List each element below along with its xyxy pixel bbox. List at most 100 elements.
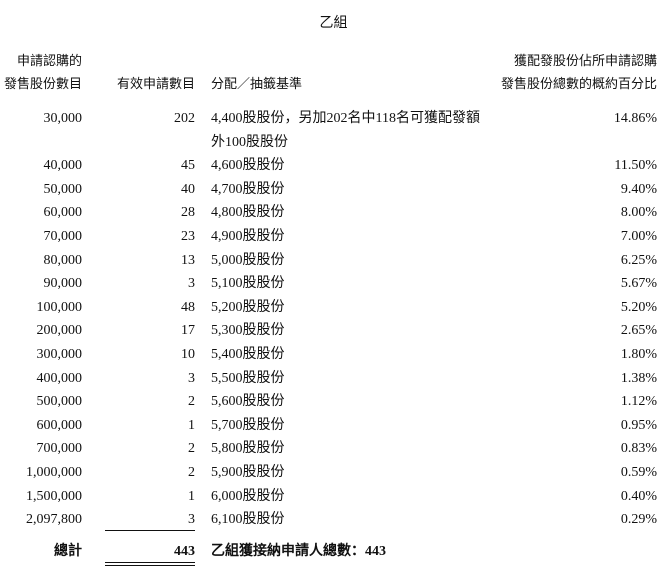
spacer [195,461,211,485]
applications-cell: 3 [82,508,195,532]
spacer [195,249,211,273]
spacer [195,296,211,320]
shares-cell: 500,000 [36,394,83,410]
header-cell: 有效申請數目 [116,77,195,92]
applications-cell: 28 [181,205,195,221]
shares-cell: 90,000 [43,276,83,292]
percent-cell: 8.00% [620,205,657,221]
applications-cell: 3 [188,276,195,292]
applications-cell: 2 [188,394,195,410]
basis-cell: 6,000股股份 [211,488,285,504]
basis-cell: 5,500股股份 [211,370,285,386]
shares-cell: 1,500,000 [26,488,82,504]
percent-cell: 0.29% [620,512,657,528]
header-cell: 分配／抽籤基準 [211,77,303,92]
basis-cell: 5,300股股份 [211,323,285,339]
percent-cell: 0.95% [620,417,657,433]
applications-cell: 2 [188,441,195,457]
header-cell: 獲配發股份佔所申請認購 發售股份總數的概約百分比 [481,50,667,96]
percent-cell: 6.25% [620,252,657,268]
header-line: 獲配發股份佔所申請認購 [513,54,657,69]
percent-cell: 1.80% [620,346,657,362]
applications-cell: 13 [181,252,195,268]
applications-value: 3 [105,509,195,532]
basis-cell: 5,400股股份 [211,346,285,362]
percent-cell: 0.40% [620,488,657,504]
basis-cell: 5,600股股份 [211,394,285,410]
percent-cell: 5.67% [620,276,657,292]
basis-cell: 4,800股股份 [211,205,285,221]
applications-cell: 45 [181,158,195,174]
spacer [195,343,211,367]
total-row: 總計 443 乙組獲接納申請人總數：443 [0,540,667,566]
basis-cell: 4,900股股份 [211,228,285,244]
table-body: 30,000 202 4,400股股份，另加202名中118名可獲配發額外100股股… [0,107,667,532]
shares-cell: 700,000 [36,441,83,457]
total-value: 443 [105,541,195,566]
applications-cell: 10 [181,346,195,362]
title: 乙組 [319,15,348,31]
total-label: 總計 [54,544,82,559]
spacer [195,107,211,154]
header-line: 申請認購的 [16,54,82,69]
basis-cell: 5,200股股份 [211,299,285,315]
total-text: 乙組獲接納申請人總數：443 [211,544,386,559]
spacer [195,508,211,532]
table-header: 申請認購的 發售股份數目 有效申請數目 分配／抽籤基準 獲配發股份佔所申請認購 … [0,50,667,96]
spacer [195,225,211,249]
shares-cell: 40,000 [43,158,83,174]
basis-cell: 4,600股股份 [211,158,285,174]
spacer [195,319,211,343]
percent-cell: 1.12% [620,394,657,410]
header-line: 發售股份總數的概約百分比 [500,77,657,92]
basis-cell: 5,100股股份 [211,276,285,292]
basis-cell: 5,700股股份 [211,417,285,433]
percent-cell: 1.38% [620,370,657,386]
percent-cell: 5.20% [620,299,657,315]
shares-cell: 60,000 [43,205,83,221]
applications-cell: 23 [181,228,195,244]
header-cell: 申請認購的 發售股份數目 [0,50,82,96]
shares-cell: 80,000 [43,252,83,268]
percent-cell: 0.83% [620,441,657,457]
percent-cell: 11.50% [614,158,657,174]
applications-cell: 1 [188,488,195,504]
percent-cell: 7.00% [620,228,657,244]
spacer [195,485,211,509]
percent-cell: 2.65% [620,323,657,339]
shares-cell: 200,000 [36,323,83,339]
applications-cell: 202 [174,111,195,126]
spacer [195,390,211,414]
shares-cell: 300,000 [36,346,83,362]
header-line: 發售股份數目 [3,77,82,92]
applications-cell: 2 [188,464,195,480]
spacer [195,414,211,438]
spacer [195,154,211,178]
spacer [195,367,211,391]
basis-cell: 4,400股股份，另加202名中118名可獲配發額外100股股份 [211,111,480,150]
shares-cell: 2,097,800 [26,512,82,528]
basis-cell: 4,700股股份 [211,181,285,197]
applications-cell: 17 [181,323,195,339]
shares-cell: 100,000 [36,299,83,315]
percent-cell: 14.86% [613,111,657,126]
applications-cell: 48 [181,299,195,315]
percent-cell: 0.59% [620,464,657,480]
applications-cell: 40 [181,181,195,197]
basis-cell: 5,800股股份 [211,441,285,457]
shares-cell: 600,000 [36,417,83,433]
shares-cell: 70,000 [43,228,83,244]
basis-cell: 5,900股股份 [211,464,285,480]
spacer [195,437,211,461]
basis-cell: 5,000股股份 [211,252,285,268]
shares-cell: 30,000 [43,111,83,126]
percent-cell: 9.40% [620,181,657,197]
spacer [195,201,211,225]
shares-cell: 400,000 [36,370,83,386]
shares-cell: 50,000 [43,181,83,197]
spacer [195,178,211,202]
applications-cell: 3 [188,370,195,386]
shares-cell: 1,000,000 [26,464,82,480]
basis-cell: 6,100股股份 [211,512,285,528]
